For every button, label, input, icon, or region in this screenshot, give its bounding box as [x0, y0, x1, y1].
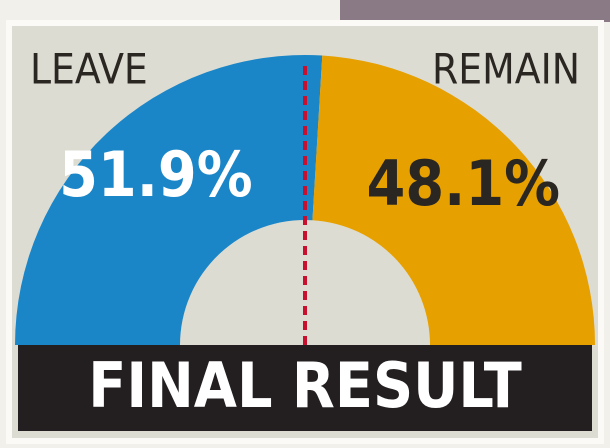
chart-title: FINAL RESULT	[88, 349, 522, 422]
page: {"chart_data": {"type": "semi-donut", "t…	[0, 0, 610, 448]
photo-edge	[340, 0, 610, 22]
chart: FINAL RESULT 51.9% 48.1% LEAVE REMAIN	[0, 0, 610, 448]
category-label: REMAIN	[432, 45, 580, 94]
category-label: LEAVE	[30, 45, 148, 94]
value-label: 51.9%	[59, 138, 253, 211]
value-label: 48.1%	[367, 147, 561, 220]
